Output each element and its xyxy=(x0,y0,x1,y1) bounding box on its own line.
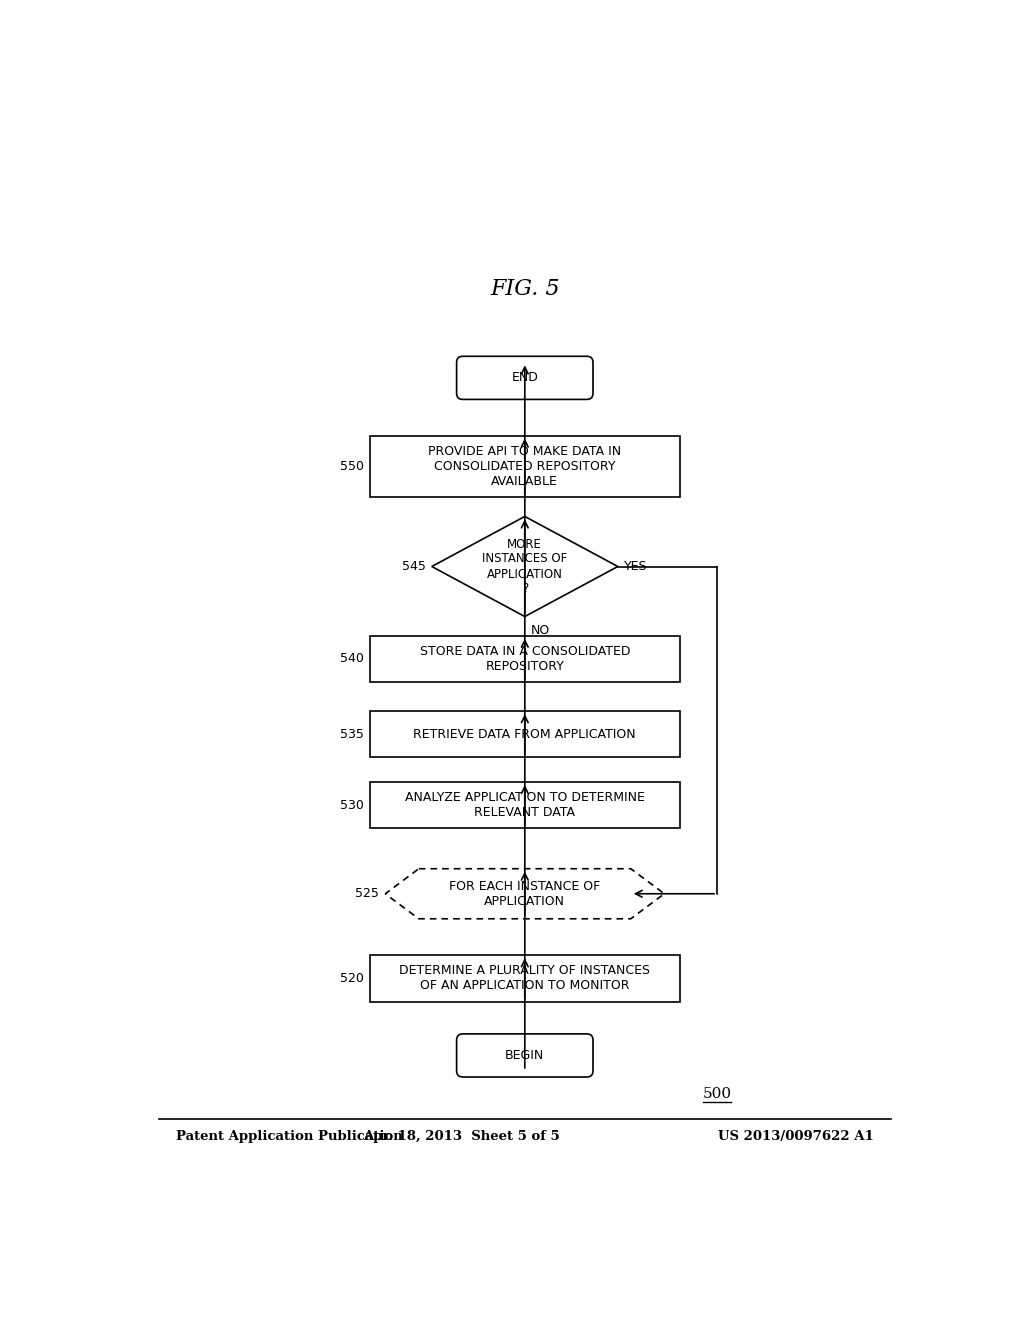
Polygon shape xyxy=(432,516,617,616)
Text: MORE
INSTANCES OF
APPLICATION
?: MORE INSTANCES OF APPLICATION ? xyxy=(482,537,567,595)
Text: PROVIDE API TO MAKE DATA IN
CONSOLIDATED REPOSITORY
AVAILABLE: PROVIDE API TO MAKE DATA IN CONSOLIDATED… xyxy=(428,445,622,488)
Text: STORE DATA IN A CONSOLIDATED
REPOSITORY: STORE DATA IN A CONSOLIDATED REPOSITORY xyxy=(420,645,630,673)
Text: Patent Application Publication: Patent Application Publication xyxy=(176,1130,402,1143)
Bar xyxy=(370,636,680,682)
Text: 535: 535 xyxy=(340,727,364,741)
Text: 525: 525 xyxy=(355,887,379,900)
Text: NO: NO xyxy=(531,624,550,638)
Text: END: END xyxy=(511,371,539,384)
Text: 530: 530 xyxy=(340,799,364,812)
Text: Apr. 18, 2013  Sheet 5 of 5: Apr. 18, 2013 Sheet 5 of 5 xyxy=(362,1130,560,1143)
Text: BEGIN: BEGIN xyxy=(505,1049,545,1063)
FancyBboxPatch shape xyxy=(457,356,593,400)
Text: YES: YES xyxy=(624,560,647,573)
Bar xyxy=(370,956,680,1002)
Bar xyxy=(370,436,680,498)
Text: RETRIEVE DATA FROM APPLICATION: RETRIEVE DATA FROM APPLICATION xyxy=(414,727,636,741)
Text: 545: 545 xyxy=(401,560,426,573)
Text: US 2013/0097622 A1: US 2013/0097622 A1 xyxy=(718,1130,873,1143)
Bar xyxy=(370,781,680,829)
Text: DETERMINE A PLURALITY OF INSTANCES
OF AN APPLICATION TO MONITOR: DETERMINE A PLURALITY OF INSTANCES OF AN… xyxy=(399,965,650,993)
Text: FIG. 5: FIG. 5 xyxy=(490,279,559,301)
FancyBboxPatch shape xyxy=(457,1034,593,1077)
Polygon shape xyxy=(385,869,665,919)
Text: FOR EACH INSTANCE OF
APPLICATION: FOR EACH INSTANCE OF APPLICATION xyxy=(450,879,600,908)
Bar xyxy=(370,711,680,758)
Text: 500: 500 xyxy=(702,1086,731,1101)
Text: 540: 540 xyxy=(340,652,364,665)
Text: 520: 520 xyxy=(340,972,364,985)
Text: 550: 550 xyxy=(340,459,364,473)
Text: ANALYZE APPLICATION TO DETERMINE
RELEVANT DATA: ANALYZE APPLICATION TO DETERMINE RELEVAN… xyxy=(404,791,645,820)
